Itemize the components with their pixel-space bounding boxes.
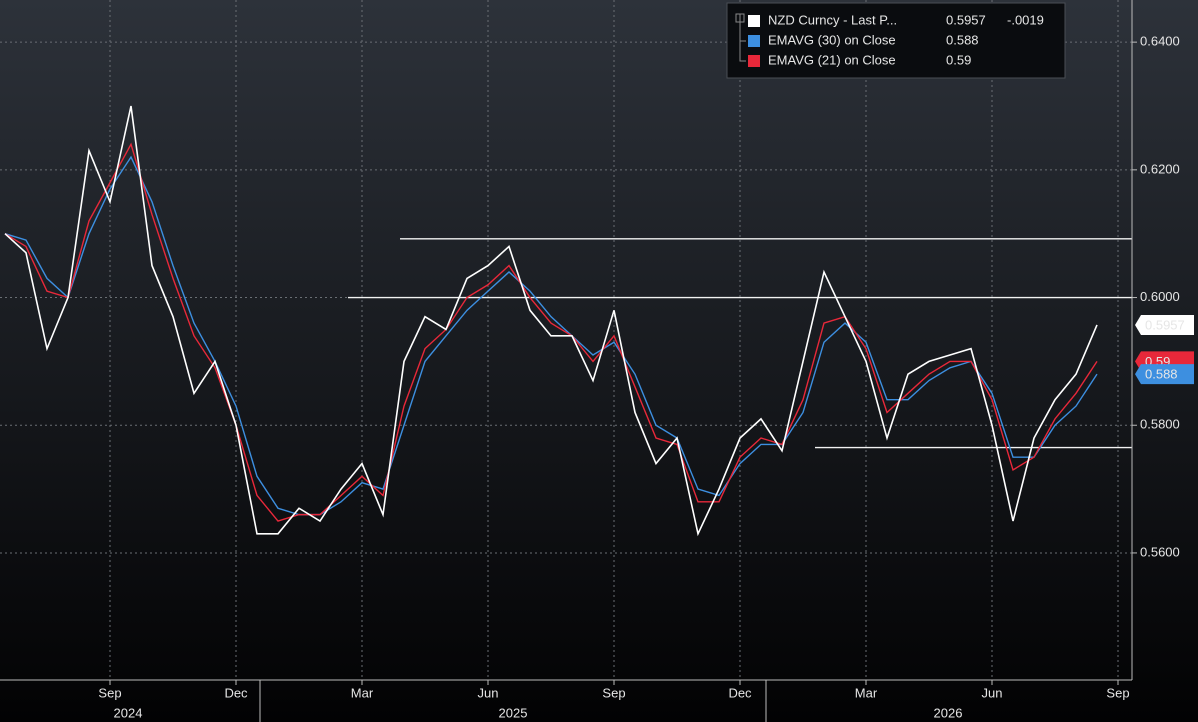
x-tick-label: Jun — [982, 685, 1003, 700]
x-tick-label: Mar — [351, 685, 374, 700]
x-tick-label: Jun — [478, 685, 499, 700]
price-tag-label: 0.5957 — [1145, 317, 1185, 332]
year-label: 2024 — [114, 705, 143, 720]
y-tick-label: 0.6000 — [1140, 289, 1180, 304]
series-line — [4, 105, 1098, 537]
year-label: 2025 — [499, 705, 528, 720]
x-tick-label: Sep — [98, 685, 121, 700]
legend-swatch — [748, 35, 760, 47]
y-tick-label: 0.5800 — [1140, 417, 1180, 432]
legend-value: 0.5957 — [946, 12, 986, 27]
legend-label: EMAVG (30) on Close — [768, 32, 896, 47]
legend-value: 0.59 — [946, 52, 971, 67]
series-line — [4, 155, 1098, 516]
x-tick-label: Sep — [602, 685, 625, 700]
legend-swatch — [748, 55, 760, 67]
x-tick-label: Dec — [224, 685, 248, 700]
legend-tree — [739, 14, 746, 62]
price-tag-label: 0.588 — [1145, 367, 1178, 382]
y-tick-label: 0.6200 — [1140, 161, 1180, 176]
legend-label: NZD Curncy - Last P... — [768, 12, 897, 27]
series-line — [4, 142, 1098, 522]
legend-change: -.0019 — [1007, 12, 1044, 27]
legend-swatch — [748, 15, 760, 27]
price-tag — [1135, 314, 1194, 335]
legend-label: EMAVG (21) on Close — [768, 52, 896, 67]
price-tag — [1135, 364, 1194, 385]
x-tick-label: Mar — [855, 685, 878, 700]
legend: NZD Curncy - Last P... 0.5957 -.0019 EMAVG … — [726, 2, 1066, 79]
legend-collapse — [735, 13, 745, 23]
x-tick-label: Sep — [1106, 685, 1129, 700]
plot — [0, 0, 1132, 680]
legend-box — [726, 2, 1066, 79]
year-label: 2026 — [934, 705, 963, 720]
legend-value: 0.588 — [946, 32, 979, 47]
x-tick-label: Dec — [728, 685, 752, 700]
y-tick-label: 0.6400 — [1140, 34, 1180, 49]
y-tick-label: 0.5600 — [1140, 544, 1180, 559]
